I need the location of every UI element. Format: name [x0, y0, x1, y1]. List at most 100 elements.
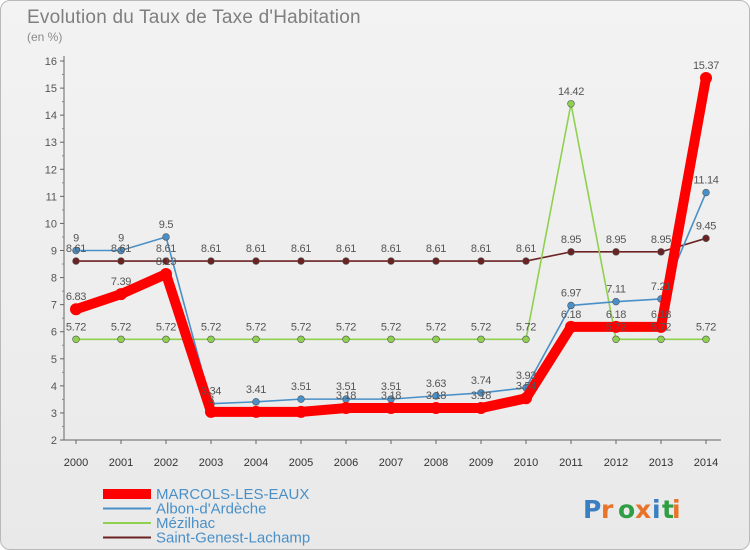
data-label: 9.45	[696, 220, 716, 232]
x-tick-label: 2013	[649, 457, 673, 469]
y-tick-label: 11	[46, 191, 57, 203]
data-label: 5.72	[381, 321, 401, 333]
data-point	[162, 335, 170, 343]
data-point	[565, 320, 577, 333]
data-label: 3.18	[381, 390, 401, 402]
data-point	[340, 402, 352, 415]
data-point	[567, 100, 575, 108]
data-label: 3.51	[291, 381, 311, 393]
y-tick-label: 15	[45, 83, 57, 95]
data-label: 3.74	[471, 375, 491, 387]
legend-label: Albon-d'Ardèche	[156, 501, 266, 518]
data-point	[477, 389, 485, 397]
data-point	[297, 335, 305, 343]
x-tick-label: 2014	[694, 457, 718, 469]
data-point	[162, 257, 170, 265]
data-label: 6.18	[606, 309, 626, 321]
x-tick-label: 2012	[604, 457, 628, 469]
data-point	[252, 398, 260, 406]
logo-letter: x	[635, 495, 651, 524]
data-point	[432, 335, 440, 343]
data-point	[612, 335, 620, 343]
data-point	[702, 234, 710, 243]
data-label: 5.72	[336, 321, 356, 333]
data-label: 5.72	[66, 321, 86, 333]
data-label: 8.61	[516, 243, 536, 255]
data-label: 8.61	[111, 243, 131, 255]
data-point	[207, 257, 215, 265]
x-tick-label: 2006	[334, 457, 358, 469]
data-label: 3.18	[336, 390, 356, 402]
data-label: 8.61	[291, 243, 311, 255]
data-point	[207, 335, 215, 343]
data-label: 5.72	[291, 321, 311, 333]
data-label: 7.11	[606, 284, 626, 296]
logo-letter: i	[672, 495, 681, 524]
x-tick-label: 2007	[379, 457, 403, 469]
data-label: 8.61	[201, 243, 221, 255]
data-label: 8.61	[156, 243, 176, 255]
x-tick-label: 2008	[424, 457, 448, 469]
data-point	[250, 405, 262, 418]
y-tick-label: 5	[51, 354, 57, 366]
data-label: 6.97	[561, 287, 581, 299]
data-point	[520, 392, 532, 405]
data-point	[72, 257, 80, 265]
data-point	[477, 335, 485, 343]
data-label: 3.51	[381, 381, 401, 393]
data-point	[567, 301, 575, 310]
data-point	[70, 303, 82, 316]
data-label: 8.61	[336, 243, 356, 255]
data-label: 8.95	[561, 234, 581, 246]
y-tick-label: 4	[51, 381, 57, 393]
data-label: 5.72	[651, 321, 671, 333]
data-label: 3.41	[246, 384, 266, 396]
data-point	[612, 297, 620, 306]
data-label: 8.13	[156, 256, 176, 268]
x-tick-label: 2000	[64, 457, 88, 469]
y-tick-label: 9	[51, 246, 57, 258]
data-point	[655, 320, 667, 333]
data-point	[297, 395, 305, 403]
data-label: 14.42	[558, 86, 584, 98]
x-tick-label: 2005	[289, 457, 313, 469]
x-tick-label: 2004	[244, 457, 268, 469]
data-point	[385, 402, 397, 415]
data-point	[205, 405, 217, 418]
data-label: 7.21	[651, 281, 671, 293]
data-label: 3.18	[426, 390, 446, 402]
y-tick-label: 7	[51, 300, 57, 312]
data-label: 5.72	[426, 321, 446, 333]
y-tick-label: 16	[45, 56, 57, 68]
x-tick-label: 2002	[154, 457, 178, 469]
data-point	[387, 335, 395, 343]
data-label: 5.72	[246, 321, 266, 333]
data-label: 3.18	[471, 390, 491, 402]
data-point	[72, 246, 80, 255]
data-point	[432, 257, 440, 265]
data-point	[612, 248, 620, 256]
data-point	[610, 320, 622, 333]
data-point	[657, 335, 665, 343]
data-point	[297, 257, 305, 265]
y-tick-label: 10	[45, 218, 57, 230]
data-label: 3.34	[201, 386, 221, 398]
logo-letter: r	[601, 495, 614, 524]
data-label: 8.61	[426, 243, 446, 255]
data-label: 9	[118, 233, 124, 245]
data-label: 6.18	[651, 309, 671, 321]
data-label: 5.72	[606, 321, 626, 333]
data-label: 3.63	[426, 378, 446, 390]
data-label: 5.72	[111, 321, 131, 333]
data-label: 3.51	[336, 381, 356, 393]
data-label: 3.93	[516, 370, 536, 382]
data-label: 9	[73, 233, 79, 245]
data-label: 5.72	[201, 321, 221, 333]
data-point	[162, 233, 170, 241]
legend-label: Saint-Genest-Lachamp	[156, 530, 310, 547]
data-label: 8.61	[471, 243, 491, 255]
data-label: 8.61	[381, 243, 401, 255]
data-point	[252, 335, 260, 343]
